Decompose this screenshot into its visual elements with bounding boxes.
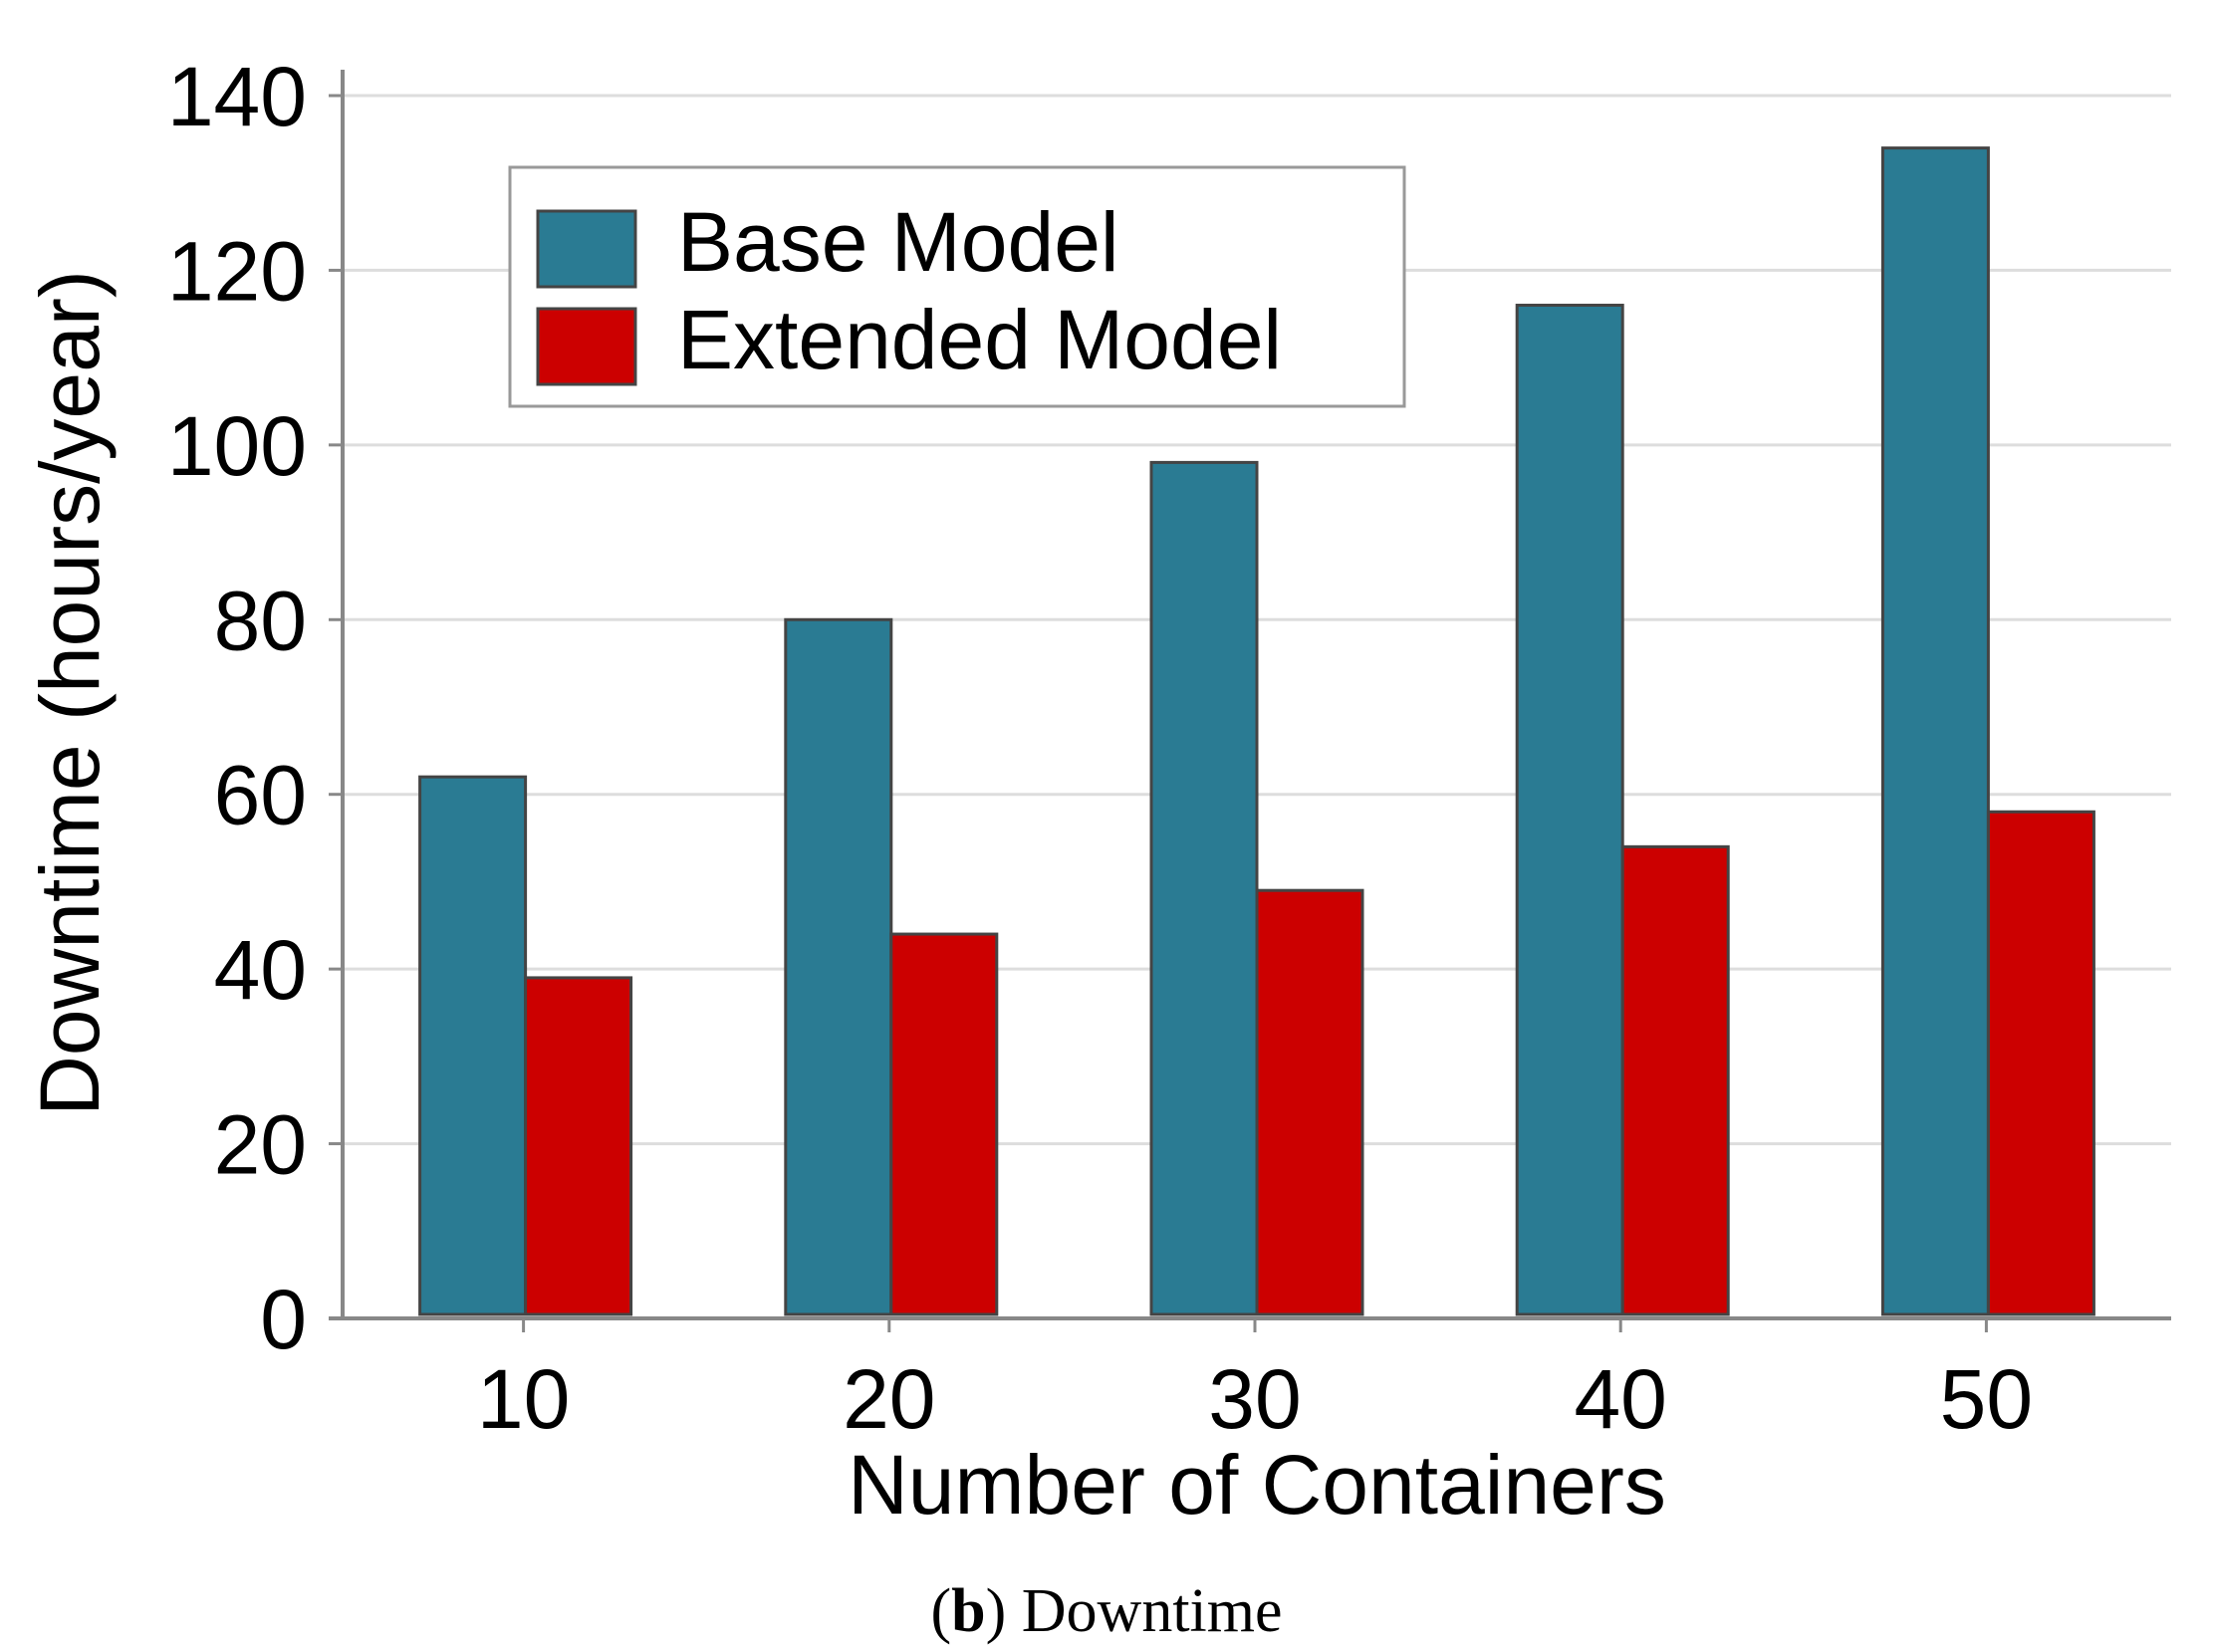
x-tick-label-30: 30 (1208, 1352, 1301, 1446)
legend-swatch-base-model (536, 209, 637, 289)
y-axis-title: Downtime (hours/year) (23, 270, 117, 1116)
legend-label-base-model: Base Model (677, 195, 1119, 289)
caption-letter: b (951, 1577, 985, 1645)
bar-base-model-20 (784, 617, 893, 1316)
axes (329, 70, 2171, 1332)
bars (418, 146, 2095, 1316)
bar-base-model-30 (1149, 460, 1259, 1316)
y-tick-label-40: 40 (214, 923, 307, 1017)
bar-extended-model-50 (1986, 810, 2095, 1316)
caption-close-paren: ) (986, 1577, 1007, 1645)
legend: Base Model Extended Model (508, 165, 1406, 408)
figure-caption: (b) Downtime (930, 1577, 1282, 1645)
x-tick-labels: 10 20 30 40 50 (477, 1352, 2033, 1446)
bar-base-model-50 (1880, 146, 1990, 1316)
caption-open-paren: ( (930, 1577, 951, 1645)
caption-text: Downtime (1022, 1577, 1283, 1645)
x-tick-label-10: 10 (477, 1352, 570, 1446)
bar-extended-model-20 (889, 932, 999, 1316)
legend-swatch-extended-model (536, 307, 637, 386)
legend-label-extended-model: Extended Model (677, 293, 1282, 386)
bar-extended-model-40 (1620, 844, 1730, 1316)
x-tick-label-20: 20 (843, 1352, 935, 1446)
bar-base-model-40 (1515, 304, 1624, 1316)
y-tick-labels: 0 20 40 60 80 100 120 140 (167, 50, 307, 1366)
bar-extended-model-30 (1255, 888, 1364, 1316)
bar-base-model-10 (418, 775, 528, 1316)
y-tick-label-100: 100 (167, 399, 307, 493)
legend-box (508, 165, 1406, 408)
x-tick-label-50: 50 (1940, 1352, 2033, 1446)
x-axis-title: Number of Containers (848, 1438, 1666, 1532)
y-tick-label-120: 120 (167, 224, 307, 318)
bar-extended-model-10 (524, 976, 633, 1316)
x-tick-label-40: 40 (1574, 1352, 1666, 1446)
y-tick-label-60: 60 (214, 749, 307, 842)
y-tick-label-20: 20 (214, 1098, 307, 1192)
y-tick-label-140: 140 (167, 50, 307, 143)
y-tick-label-0: 0 (260, 1273, 307, 1366)
caption-gap (1006, 1577, 1022, 1645)
y-tick-label-80: 80 (214, 574, 307, 667)
